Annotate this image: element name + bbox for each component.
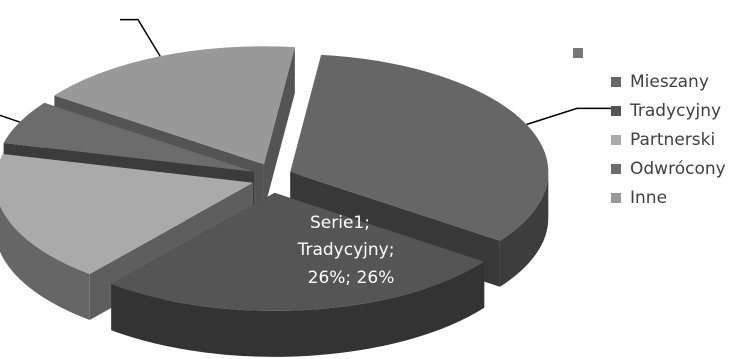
legend-item-odwrocony: Odwrócony <box>573 154 726 183</box>
legend-label-odwrocony: Odwrócony <box>630 158 726 179</box>
data-label-line-2: Tradycyjny; <box>297 240 395 260</box>
legend-label-mieszany: Mieszany <box>630 71 709 92</box>
leader-lines <box>0 18 615 223</box>
legend-item-tradycyjny: Tradycyjny <box>573 96 726 125</box>
data-label-line-1: Serie1; <box>310 213 370 233</box>
slice-side-partnerski <box>0 205 90 321</box>
slice-top-odwrcony <box>3 102 254 172</box>
leader-line-inne <box>120 18 161 57</box>
slice-side-mieszany <box>499 171 549 287</box>
legend-header-swatch <box>573 47 583 58</box>
slice-top-partnerski <box>0 154 254 275</box>
legend-item-inne: Inne <box>573 183 726 212</box>
leader-line-mieszany <box>526 107 615 126</box>
legend-swatch-inne <box>611 192 621 203</box>
slice-top-inne <box>54 46 295 165</box>
legend-item-partnerski: Partnerski <box>573 125 726 154</box>
legend-item-mieszany: Mieszany <box>573 67 726 96</box>
legend-label-inne: Inne <box>630 187 668 208</box>
data-label-line-3: 26%; 26% <box>308 268 395 288</box>
legend-swatch-odwrocony <box>611 163 621 174</box>
legend-label-tradycyjny: Tradycyjny <box>630 100 722 121</box>
slice-side-tradycyjny <box>111 261 485 357</box>
legend-label-partnerski: Partnerski <box>630 129 716 150</box>
slice-tradycyjny <box>111 192 485 357</box>
legend-swatch-tradycyjny <box>611 105 621 116</box>
legend-swatch-partnerski <box>611 134 621 145</box>
legend-header <box>573 38 726 67</box>
slice-edge-inne <box>263 47 295 211</box>
leader-line-odwrcony <box>0 114 21 123</box>
pie-slices <box>0 46 549 357</box>
legend-swatch-mieszany <box>611 76 621 87</box>
legend: Mieszany Tradycyjny Partnerski Odwrócony… <box>573 38 726 212</box>
slice-top-tradycyjny <box>111 192 485 311</box>
slice-top-mieszany <box>290 54 549 241</box>
